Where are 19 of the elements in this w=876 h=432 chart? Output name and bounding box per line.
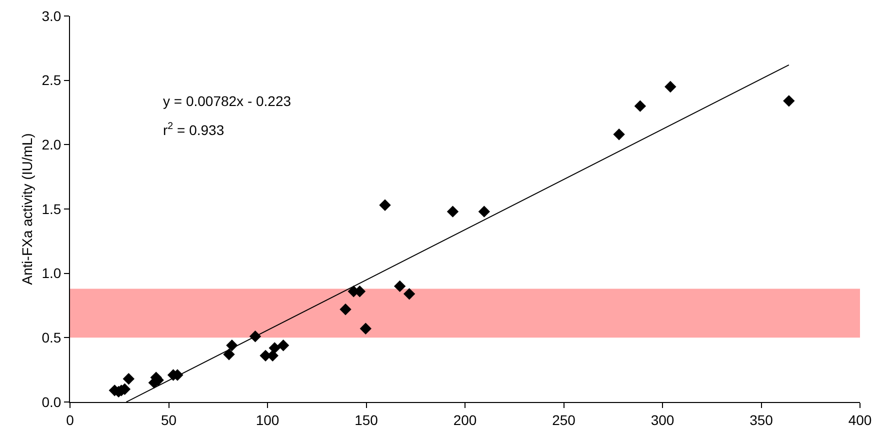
x-tick-label: 100 — [256, 412, 280, 428]
y-tick-label: 2.5 — [42, 72, 62, 88]
x-tick-label: 400 — [848, 412, 872, 428]
y-tick-label: 0.5 — [42, 330, 62, 346]
x-tick-label: 200 — [453, 412, 477, 428]
x-tick-label: 50 — [160, 412, 177, 428]
y-tick-label: 1.5 — [42, 200, 62, 217]
y-axis-title: Anti-FXa activity (IU/mL) — [19, 133, 35, 285]
annotation: r$^{2}$ = 0.933 — [163, 121, 224, 138]
x-tick-label: 150 — [354, 412, 378, 428]
x-tick-label: 0 — [66, 412, 74, 428]
y-tick-label: 2.0 — [42, 136, 62, 153]
y-tick-label: 0.0 — [42, 394, 62, 410]
x-tick-label: 250 — [552, 412, 576, 428]
x-tick-label: 300 — [650, 412, 674, 428]
x-tick-label: 350 — [750, 412, 774, 428]
y-tick-label: 1.0 — [42, 265, 62, 282]
annotation: y = 0.00782x - 0.223 — [163, 93, 292, 109]
y-tick-label: 3.0 — [42, 8, 62, 24]
